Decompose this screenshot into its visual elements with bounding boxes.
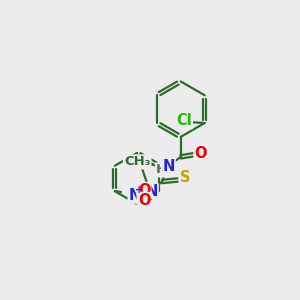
Text: O: O (138, 183, 150, 198)
Text: N: N (162, 159, 175, 174)
Text: Cl: Cl (176, 113, 192, 128)
Text: S: S (180, 170, 190, 185)
Text: N: N (129, 188, 141, 202)
Text: O: O (194, 146, 207, 161)
Text: H: H (139, 188, 150, 201)
Text: N: N (145, 184, 158, 199)
Text: CH₃: CH₃ (124, 155, 151, 168)
Text: H: H (156, 164, 167, 176)
Text: +: + (135, 185, 143, 195)
Text: O: O (138, 193, 150, 208)
Text: ⁻: ⁻ (146, 197, 152, 207)
